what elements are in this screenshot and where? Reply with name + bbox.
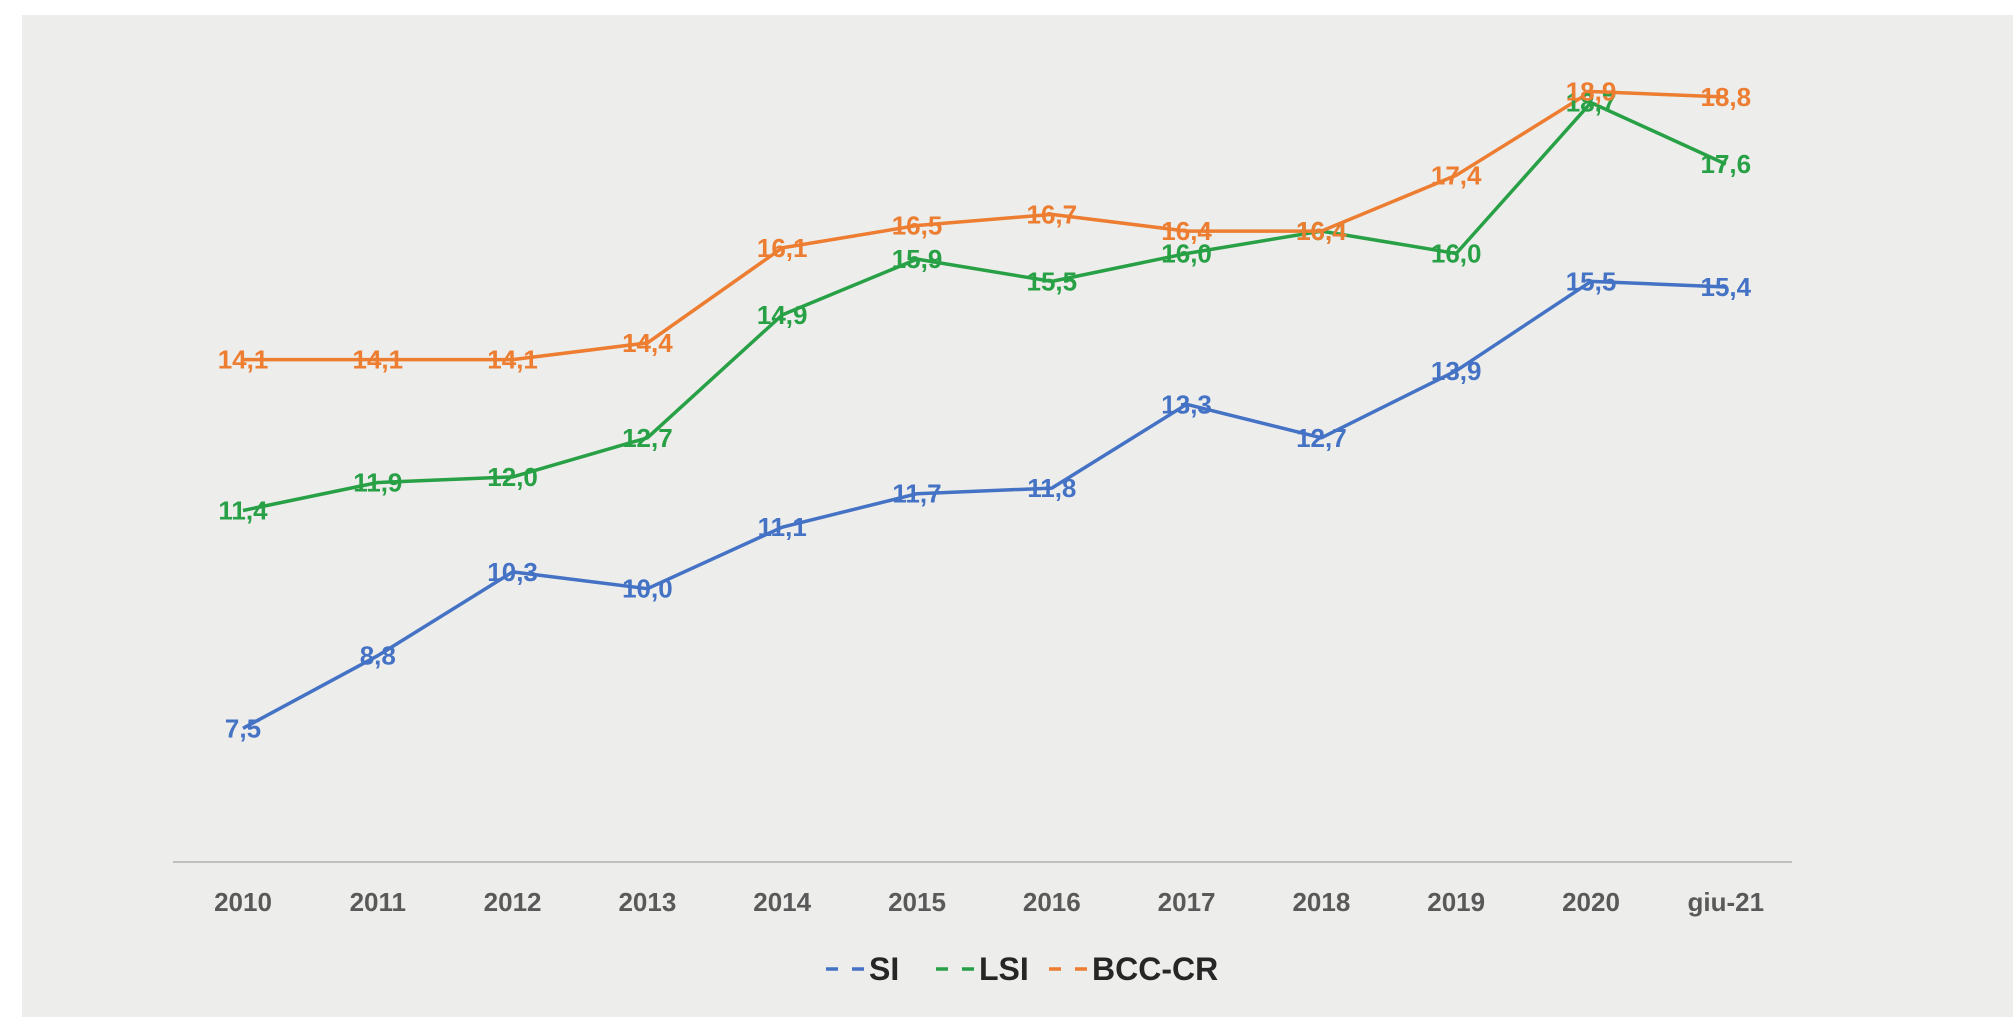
data-label-si: 7,5	[225, 713, 261, 743]
x-axis-tick-labels: 2010 2011 2012 2013 2014 2015 2016 2017 2018 2019…	[214, 887, 1764, 917]
x-tick-label: 2015	[888, 887, 946, 917]
data-label-lsi: 16,0	[1161, 239, 1212, 269]
data-label-bcc-cr: 16,4	[1296, 216, 1347, 246]
legend-label-bcc-cr: BCC-CR	[1092, 951, 1218, 987]
series-lines	[242, 89, 1727, 730]
data-label-bcc-cr: 16,4	[1161, 216, 1212, 246]
data-label-lsi: 11,9	[353, 468, 402, 498]
legend-item-bcc-cr: BCC-CR	[1049, 951, 1218, 987]
data-label-si: 10,0	[622, 574, 673, 604]
data-label-lsi: 16,0	[1431, 239, 1482, 269]
x-tick-label: 2010	[214, 887, 272, 917]
data-label-bcc-cr: 18,9	[1566, 77, 1617, 107]
x-tick-label: 2019	[1427, 887, 1485, 917]
legend-label-lsi: LSI	[979, 951, 1029, 987]
data-label-lsi: 12,0	[487, 462, 538, 492]
series-line-si	[242, 279, 1726, 730]
data-label-lsi: 15,9	[892, 244, 943, 274]
x-tick-label: 2013	[618, 887, 676, 917]
legend-item-lsi: LSI	[936, 951, 1029, 987]
x-tick-label: 2014	[753, 887, 811, 917]
data-label-lsi: 14,9	[757, 300, 808, 330]
data-label-bcc-cr: 16,7	[1026, 199, 1077, 229]
x-tick-label: 2020	[1562, 887, 1620, 917]
data-label-si: 8,8	[360, 641, 396, 671]
x-tick-label: 2017	[1158, 887, 1216, 917]
data-label-si: 12,7	[1296, 423, 1347, 453]
x-tick-label: giu-21	[1688, 887, 1765, 917]
chart-panel	[22, 15, 2013, 1017]
data-label-lsi: 16,4	[1296, 216, 1347, 246]
data-label-bcc-cr: 16,5	[892, 211, 943, 241]
data-label-si: 11,1	[758, 512, 807, 542]
x-tick-label: 2016	[1023, 887, 1081, 917]
data-label-bcc-cr: 18,8	[1700, 82, 1751, 112]
x-tick-label: 2012	[484, 887, 542, 917]
legend-item-si: SI	[826, 951, 899, 987]
data-label-si: 15,4	[1700, 272, 1751, 302]
series-line-bcc-cr	[243, 89, 1726, 362]
data-label-bcc-cr: 16,1	[757, 233, 808, 263]
series-line-lsi	[242, 100, 1727, 513]
data-label-si: 10,3	[487, 557, 538, 587]
data-label-bcc-cr: 14,1	[352, 345, 403, 375]
data-label-si: 11,7	[892, 479, 941, 509]
data-label-si: 15,5	[1566, 266, 1617, 296]
data-label-bcc-cr: 14,4	[622, 328, 673, 358]
data-label-si: 13,9	[1431, 356, 1482, 386]
data-label-lsi: 18,7	[1566, 88, 1617, 118]
data-label-si: 11,8	[1027, 473, 1076, 503]
data-label-bcc-cr: 14,1	[487, 345, 538, 375]
data-label-lsi: 12,7	[622, 423, 673, 453]
data-label-bcc-cr: 17,4	[1431, 160, 1482, 190]
legend: SI LSI BCC-CR	[826, 951, 1218, 987]
data-label-bcc-cr: 14,1	[218, 345, 269, 375]
data-label-lsi: 11,4	[218, 496, 268, 526]
x-tick-label: 2018	[1292, 887, 1350, 917]
legend-label-si: SI	[869, 951, 899, 987]
data-label-si: 13,3	[1161, 389, 1212, 419]
data-label-lsi: 17,6	[1700, 149, 1751, 179]
x-tick-label: 2011	[350, 887, 406, 917]
data-labels: 7,5 8,8 10,3 10,0 11,1 11,7 11,8 13,3 12,7 13,9 15…	[218, 77, 1752, 744]
data-label-lsi: 15,5	[1026, 266, 1077, 296]
